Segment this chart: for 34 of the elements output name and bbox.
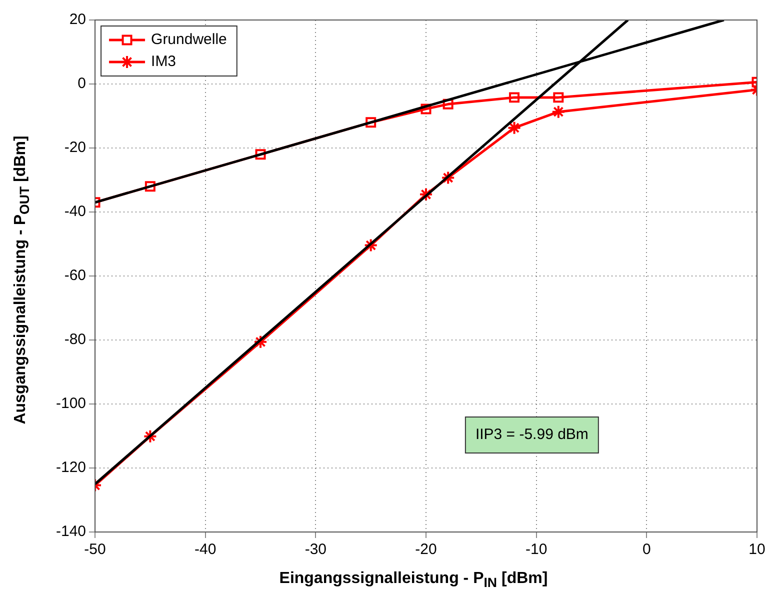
y-tick-label: -140 [56,523,86,540]
point [254,334,268,349]
point [509,92,520,103]
y-tick-label: 20 [69,11,86,28]
x-tick-label: 0 [642,541,651,558]
point [441,170,456,185]
x-tick-label: -50 [84,541,106,558]
x-tick-label: 10 [748,541,766,558]
annotation: IIP3 = -5.99 dBm [475,426,588,444]
point [420,104,432,114]
legend-label: IM3 [151,53,176,70]
point [255,149,266,160]
point [419,187,434,202]
y-tick-label: -40 [64,203,86,220]
legend-label: Grundwelle [151,31,227,48]
y-tick-label: -100 [56,395,86,412]
y-tick-label: -60 [64,267,86,284]
point [553,92,564,103]
y-tick-label: -20 [64,139,86,156]
point [364,238,378,252]
x-tick-label: -20 [415,541,437,558]
y-tick-label: 0 [78,75,86,92]
x-tick-label: -10 [525,541,548,558]
point [551,104,566,119]
x-tick-label: -40 [194,541,216,558]
x-tick-label: -30 [304,541,327,558]
point [442,98,454,110]
y-tick-label: -120 [56,459,86,476]
point [366,117,376,128]
y-tick-label: -80 [64,331,86,348]
point [144,181,156,192]
x-axis-title: Eingangssignalleistung - P$_{IN}$ [dBm] [278,570,549,590]
point [507,120,522,135]
point [143,429,158,444]
